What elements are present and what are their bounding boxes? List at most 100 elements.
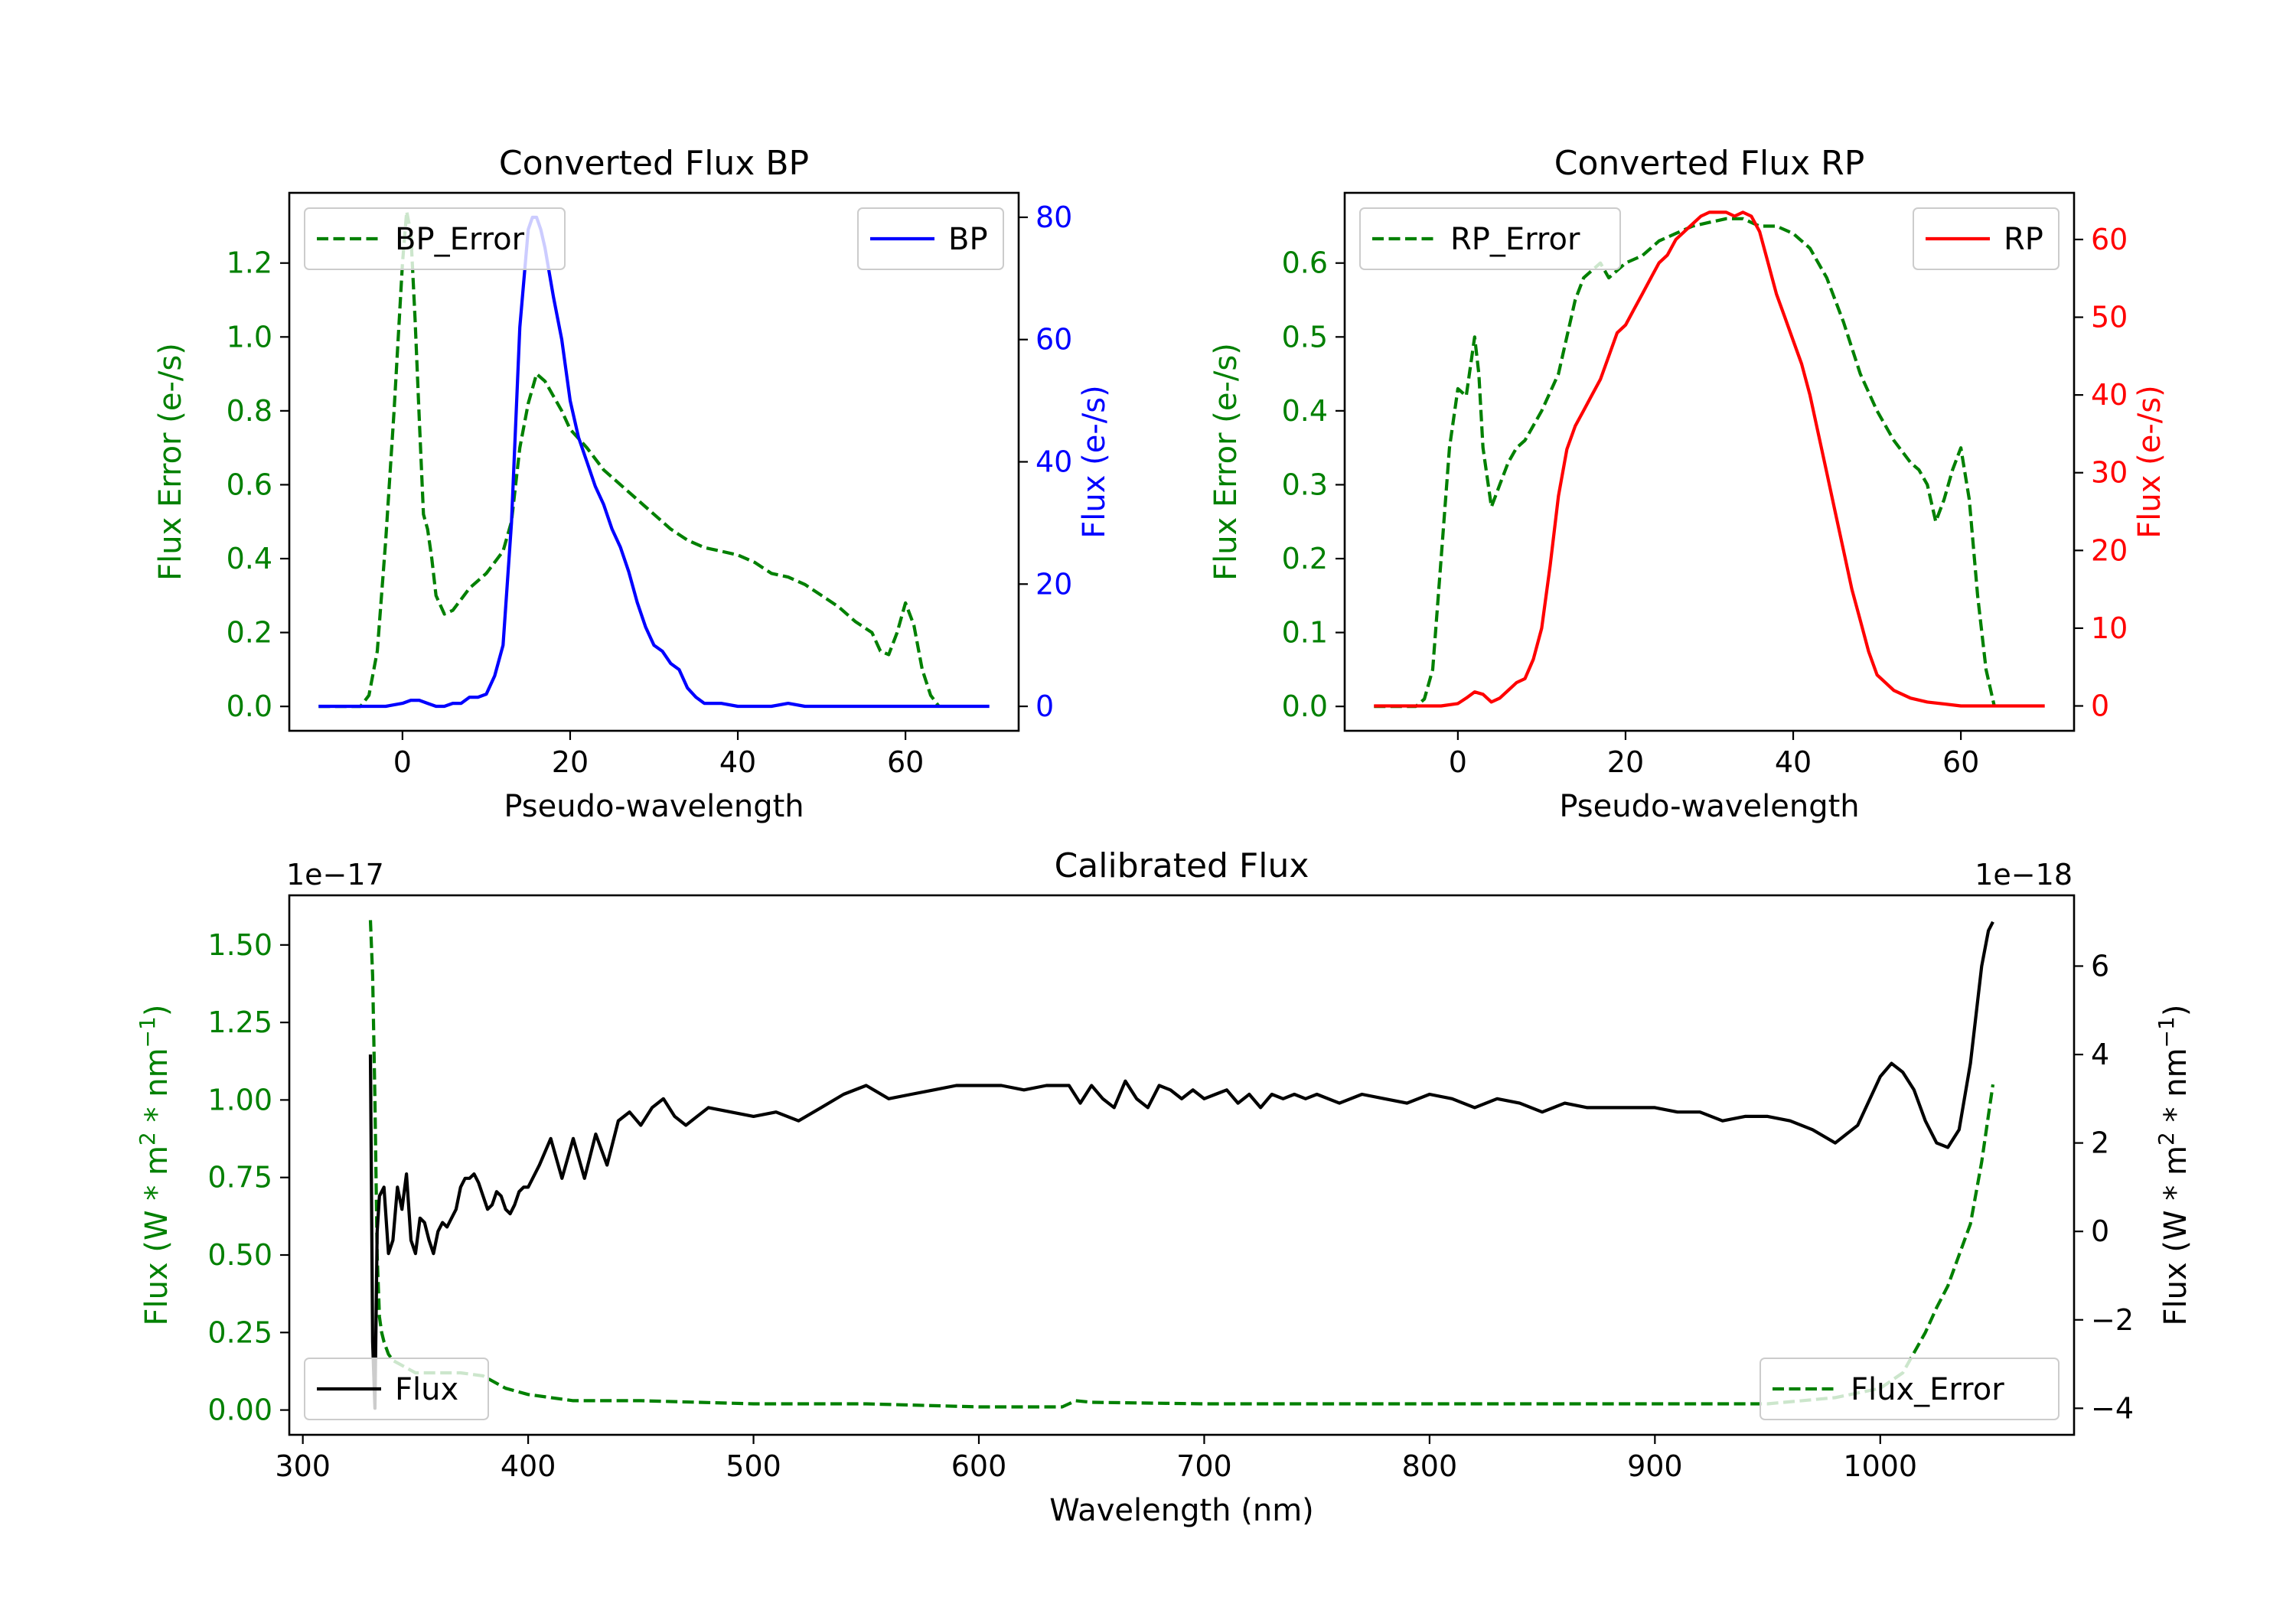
x-tick-label: 300 [275,1449,331,1483]
x-tick-label: 700 [1176,1449,1232,1483]
x-tick-label: 20 [552,745,589,779]
series-line-bp-error [318,210,941,709]
plot-area [318,210,990,709]
legend-flux: Flux [304,1358,489,1420]
y-left-tick-label: 0.0 [1282,689,1328,723]
x-tick-label: 1000 [1843,1449,1917,1483]
x-tick-label: 400 [501,1449,556,1483]
y-left-tick-label: 0.3 [1282,468,1328,501]
y-left-tick-label: 0.50 [207,1238,272,1272]
y-left-tick-label: 0.6 [1282,246,1328,280]
y-left-tick-label: 0.00 [207,1393,272,1427]
y-right-tick-label: −4 [2091,1391,2134,1425]
series-line-flux [368,921,1994,1410]
legend-flux-error: Flux_Error [1760,1358,2060,1420]
y-left-tick-label: 0.6 [227,468,272,501]
y-right-tick-label: 60 [1035,323,1072,357]
y-right-tick-label: 4 [2091,1038,2109,1071]
legend-label: BP_Error [395,222,525,257]
y-left-tick-label: 0.4 [1282,394,1328,428]
y-left-tick-label: 0.4 [227,542,272,575]
legend-label: BP [948,222,988,257]
legend-rp-error: RP_Error [1359,207,1621,270]
y-left-tick-label: 0.1 [1282,616,1328,650]
y-right-tick-label: 80 [1035,200,1072,234]
y-right-axis-label: Flux (e-/s) [2132,385,2167,538]
legend-box [304,207,566,270]
x-tick-label: 800 [1402,1449,1458,1483]
y-left-axis-label: Flux Error (e-/s) [153,343,188,581]
y-right-tick-label: 0 [1035,689,1054,723]
series-line-flux-error [368,920,1995,1409]
legend-rp: RP [1913,207,2060,270]
y-right-axis-label: Flux (W * m2 * nm−1) [2154,1005,2194,1326]
y-right-tick-label: 0 [2091,689,2109,722]
x-axis-label: Pseudo-wavelength [1559,789,1859,824]
chart-title: Calibrated Flux [1055,846,1309,885]
legend-box [1359,207,1621,270]
y-left-tick-label: 0.0 [227,689,272,723]
x-tick-label: 60 [887,745,924,779]
y-right-tick-label: 60 [2091,223,2128,256]
y-left-axis-label: Flux Error (e-/s) [1208,343,1244,581]
y-left-tick-label: 0.8 [227,394,272,428]
legend-bp-error: BP_Error [304,207,566,270]
y-right-tick-label: 30 [2091,456,2128,490]
y-left-tick-label: 0.25 [207,1315,272,1349]
legend-label: Flux [395,1372,458,1407]
plot-area [368,920,1995,1410]
y-right-tick-label: 6 [2091,949,2109,983]
x-axis-label: Wavelength (nm) [1049,1493,1314,1528]
y-left-tick-label: 1.25 [207,1006,272,1039]
y-right-tick-label: 20 [1035,567,1072,601]
y-right-tick-label: 40 [1035,445,1072,479]
legend-box [304,1358,489,1420]
y-left-tick-label: 1.0 [227,320,272,354]
y-right-tick-label: 40 [2091,378,2128,412]
x-tick-label: 20 [1607,745,1644,779]
x-tick-label: 500 [726,1449,781,1483]
series-line-bp [318,215,990,709]
x-tick-label: 0 [1449,745,1467,779]
x-axis-label: Pseudo-wavelength [504,789,804,824]
y-left-tick-label: 1.00 [207,1083,272,1116]
y-right-axis-label: Flux (e-/s) [1077,385,1112,538]
y-left-tick-label: 0.2 [1282,542,1328,575]
y-right-tick-label: 2 [2091,1126,2109,1160]
chart-title: Converted Flux RP [1554,144,1865,183]
chart-title: Converted Flux BP [499,144,809,183]
legend-label: RP_Error [1450,222,1580,257]
x-tick-label: 600 [951,1449,1007,1483]
chart-panel-calibrated: 300 400 500 600 700 800 900 1000 0.00 0.25 0.50 0.7… [135,846,2194,1528]
y-left-tick-label: 1.2 [227,246,272,280]
legend-bp: BP [857,207,1004,270]
plot-area [1374,210,2045,709]
chart-panel-bp: 0 20 40 60 0.0 0.2 0.4 0.6 0.8 1.0 1.2 0 20 40 60 80 Con… [153,144,1112,824]
y-right-tick-label: 10 [2091,611,2128,645]
legend-label: Flux_Error [1851,1372,2004,1407]
series-line-rp [1374,210,2045,708]
y-left-tick-label: 0.75 [207,1161,272,1195]
y-left-tick-label: 0.5 [1282,320,1328,354]
y-right-tick-label: 20 [2091,533,2128,567]
axes-frame [1343,191,2076,732]
y-left-offset-text: 1e−17 [286,858,384,892]
y-right-tick-label: 0 [2091,1214,2109,1248]
x-tick-label: 60 [1942,745,1979,779]
y-left-tick-label: 0.2 [227,616,272,650]
y-right-tick-label: −2 [2091,1303,2134,1337]
chart-panel-rp: 0 20 40 60 0.0 0.1 0.2 0.3 0.4 0.5 0.6 0 10 20 30 40 50 6… [1208,144,2167,824]
x-tick-label: 40 [719,745,756,779]
legend-box [1760,1358,2060,1420]
y-left-axis-label: Flux (W * m2 * nm−1) [135,1005,175,1326]
x-tick-label: 40 [1775,745,1812,779]
y-right-offset-text: 1e−18 [1975,858,2073,892]
legend-label: RP [2004,222,2043,257]
axes-frame [288,894,2076,1436]
y-left-tick-label: 1.50 [207,928,272,962]
y-right-tick-label: 50 [2091,301,2128,334]
series-line-rp-error [1374,217,1996,709]
x-tick-label: 0 [393,745,412,779]
x-tick-label: 900 [1627,1449,1683,1483]
